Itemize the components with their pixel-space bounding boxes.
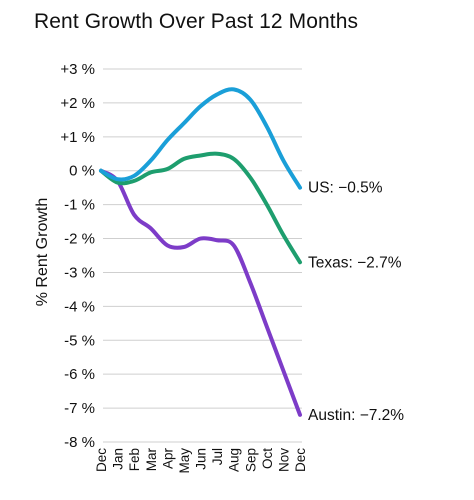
series-line-austin [99,168,302,417]
y-tick-label: -5 % [64,332,95,349]
y-tick-label: -4 % [64,298,95,315]
x-tick-label: Aug [227,448,242,472]
series-label-us: US: −0.5% [308,180,383,197]
x-tick-label: Oct [260,448,275,469]
x-tick-label: Dec [293,448,308,472]
series-line-us [99,87,302,190]
chart-title: Rent Growth Over Past 12 Months [34,10,359,33]
y-tick-label: -7 % [64,400,95,417]
y-axis-label: % Rent Growth [34,198,51,306]
y-tick-label: -3 % [64,264,95,281]
series-label-austin: Austin: −7.2% [308,407,404,424]
y-tick-label: +2 % [60,95,95,112]
y-tick-label: +3 % [60,61,95,78]
y-tick-label: -8 % [64,434,95,451]
y-axis-ticks: +3 % +2 % +1 % 0 % -1 % -2 % -3 % -4 % -5 % -6 % -… [60,61,95,451]
series-line-texas [99,151,302,265]
x-tick-label: Apr [160,448,175,470]
series-end-labels: US: −0.5% Texas: −2.7% Austin: −7.2% [308,180,404,424]
x-tick-label: Mar [144,447,159,471]
x-tick-label: Dec [94,448,109,472]
series-lines [99,87,302,417]
y-tick-label: 0 % [69,163,95,180]
x-tick-label: Jan [111,448,126,470]
x-tick-label: May [177,448,192,474]
x-tick-label: Nov [276,448,291,472]
x-tick-label: Sep [243,448,258,472]
x-tick-label: Feb [127,448,142,471]
gridlines [103,68,302,443]
x-axis-ticks: Dec Jan Feb Mar Apr May Jun Jul Aug Sep Oct Nov Dec [94,447,308,473]
series-label-texas: Texas: −2.7% [308,254,402,271]
y-tick-label: -2 % [64,231,95,248]
x-tick-label: Jul [210,448,225,465]
y-tick-label: -1 % [64,197,95,214]
y-tick-label: -6 % [64,366,95,383]
x-tick-label: Jun [194,448,209,470]
y-tick-label: +1 % [60,129,95,146]
